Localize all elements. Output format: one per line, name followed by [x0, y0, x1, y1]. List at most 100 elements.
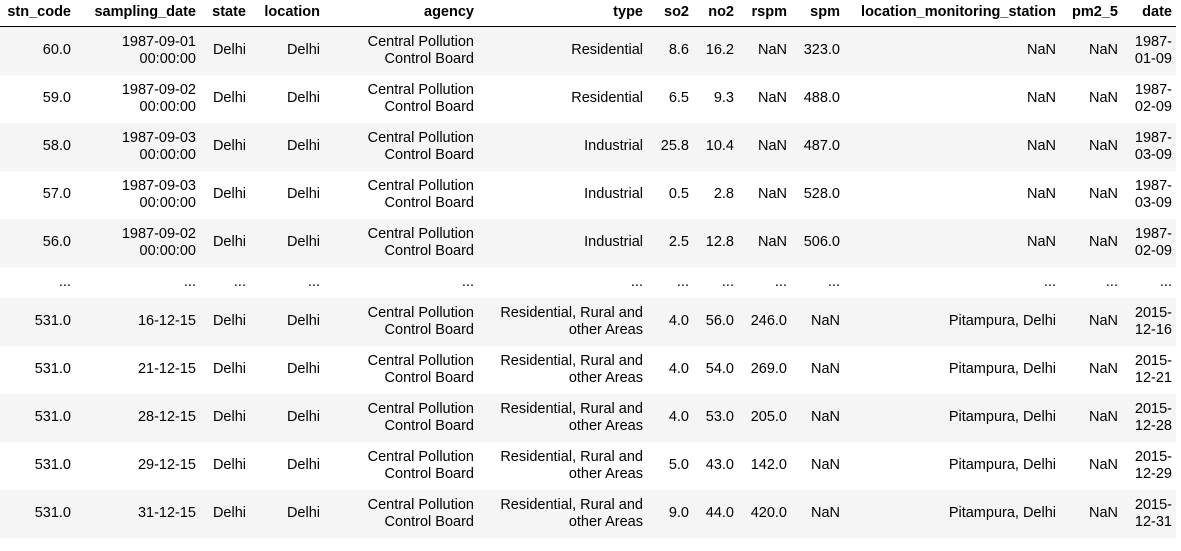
cell-spm: NaN	[791, 441, 844, 490]
cell-state: Delhi	[200, 441, 250, 490]
cell-stn-code: 57.0	[0, 170, 75, 219]
cell-type: Residential, Rural and other Areas	[478, 297, 647, 346]
cell-rspm: NaN	[738, 170, 791, 219]
cell-type: Industrial	[478, 218, 647, 267]
cell-pm2-5: NaN	[1060, 218, 1122, 267]
cell-date: 1987-01-09	[1122, 26, 1176, 75]
cell-location-monitoring-station: ...	[844, 266, 1060, 298]
cell-spm: NaN	[791, 489, 844, 538]
cell-rspm: NaN	[738, 218, 791, 267]
cell-type: Residential	[478, 26, 647, 75]
cell-no2: 44.0	[693, 489, 738, 538]
cell-location: Delhi	[250, 441, 324, 490]
cell-location: Delhi	[250, 297, 324, 346]
cell-no2: 54.0	[693, 345, 738, 394]
cell-spm: NaN	[791, 297, 844, 346]
column-header-date: date	[1122, 0, 1176, 27]
cell-date: 2015-12-28	[1122, 393, 1176, 442]
cell-location-monitoring-station: NaN	[844, 26, 1060, 75]
cell-spm: 528.0	[791, 170, 844, 219]
cell-agency: Central Pollution Control Board	[324, 218, 478, 267]
column-header-pm2-5: pm2_5	[1060, 0, 1122, 27]
cell-date: ...	[1122, 266, 1176, 298]
table-row: 531.0 28-12-15 Delhi Delhi Central Pollution…	[0, 393, 1176, 442]
cell-sampling-date: 31-12-15	[75, 489, 200, 538]
cell-pm2-5: NaN	[1060, 170, 1122, 219]
cell-location-monitoring-station: Pitampura, Delhi	[844, 297, 1060, 346]
cell-stn-code: 531.0	[0, 441, 75, 490]
cell-type: Residential, Rural and other Areas	[478, 393, 647, 442]
cell-location-monitoring-station: Pitampura, Delhi	[844, 393, 1060, 442]
cell-type: ...	[478, 266, 647, 298]
cell-location-monitoring-station: NaN	[844, 122, 1060, 171]
cell-spm: ...	[791, 266, 844, 298]
cell-location-monitoring-station: Pitampura, Delhi	[844, 489, 1060, 538]
cell-location: Delhi	[250, 122, 324, 171]
cell-pm2-5: NaN	[1060, 122, 1122, 171]
cell-location: Delhi	[250, 393, 324, 442]
cell-location: Delhi	[250, 345, 324, 394]
column-header-no2: no2	[693, 0, 738, 27]
cell-so2: 6.5	[647, 74, 693, 123]
cell-so2: 2.5	[647, 218, 693, 267]
cell-rspm: 269.0	[738, 345, 791, 394]
cell-so2: 0.5	[647, 170, 693, 219]
cell-stn-code: 531.0	[0, 345, 75, 394]
cell-agency: ...	[324, 266, 478, 298]
cell-spm: 487.0	[791, 122, 844, 171]
cell-rspm: NaN	[738, 74, 791, 123]
table-row: 531.0 31-12-15 Delhi Delhi Central Pollution…	[0, 489, 1176, 538]
cell-spm: NaN	[791, 393, 844, 442]
cell-spm: 488.0	[791, 74, 844, 123]
cell-date: 2015-12-31	[1122, 489, 1176, 538]
cell-agency: Central Pollution Control Board	[324, 122, 478, 171]
cell-so2: 4.0	[647, 345, 693, 394]
column-header-location: location	[250, 0, 324, 27]
dataframe-table: stn_code sampling_date state location agency…	[0, 0, 1176, 538]
cell-no2: 56.0	[693, 297, 738, 346]
cell-location: ...	[250, 266, 324, 298]
table-body: 60.0 1987-09-01 00:00:00 Delhi Delhi Central…	[0, 26, 1176, 538]
cell-so2: 25.8	[647, 122, 693, 171]
cell-no2: 16.2	[693, 26, 738, 75]
cell-location: Delhi	[250, 74, 324, 123]
cell-no2: 9.3	[693, 74, 738, 123]
column-header-state: state	[200, 0, 250, 27]
cell-stn-code: 59.0	[0, 74, 75, 123]
header-row: stn_code sampling_date state location agency…	[0, 0, 1176, 27]
cell-state: ...	[200, 266, 250, 298]
cell-stn-code: 531.0	[0, 489, 75, 538]
table-row: 531.0 21-12-15 Delhi Delhi Central Pollution…	[0, 345, 1176, 394]
column-header-rspm: rspm	[738, 0, 791, 27]
cell-state: Delhi	[200, 297, 250, 346]
cell-date: 2015-12-29	[1122, 441, 1176, 490]
cell-spm: NaN	[791, 345, 844, 394]
cell-agency: Central Pollution Control Board	[324, 345, 478, 394]
cell-stn-code: 531.0	[0, 297, 75, 346]
cell-type: Industrial	[478, 122, 647, 171]
column-header-type: type	[478, 0, 647, 27]
cell-sampling-date: ...	[75, 266, 200, 298]
cell-agency: Central Pollution Control Board	[324, 441, 478, 490]
cell-stn-code: ...	[0, 266, 75, 298]
cell-no2: 53.0	[693, 393, 738, 442]
cell-sampling-date: 1987-09-02 00:00:00	[75, 218, 200, 267]
cell-rspm: 420.0	[738, 489, 791, 538]
cell-no2: ...	[693, 266, 738, 298]
cell-type: Residential, Rural and other Areas	[478, 441, 647, 490]
cell-rspm: NaN	[738, 122, 791, 171]
cell-rspm: ...	[738, 266, 791, 298]
cell-sampling-date: 21-12-15	[75, 345, 200, 394]
cell-location: Delhi	[250, 170, 324, 219]
cell-agency: Central Pollution Control Board	[324, 489, 478, 538]
cell-spm: 506.0	[791, 218, 844, 267]
cell-type: Residential	[478, 74, 647, 123]
cell-agency: Central Pollution Control Board	[324, 393, 478, 442]
cell-rspm: NaN	[738, 26, 791, 75]
cell-sampling-date: 1987-09-03 00:00:00	[75, 170, 200, 219]
cell-pm2-5: NaN	[1060, 74, 1122, 123]
cell-location-monitoring-station: NaN	[844, 170, 1060, 219]
table-row: 60.0 1987-09-01 00:00:00 Delhi Delhi Central…	[0, 26, 1176, 75]
cell-location-monitoring-station: Pitampura, Delhi	[844, 345, 1060, 394]
cell-sampling-date: 1987-09-01 00:00:00	[75, 26, 200, 75]
